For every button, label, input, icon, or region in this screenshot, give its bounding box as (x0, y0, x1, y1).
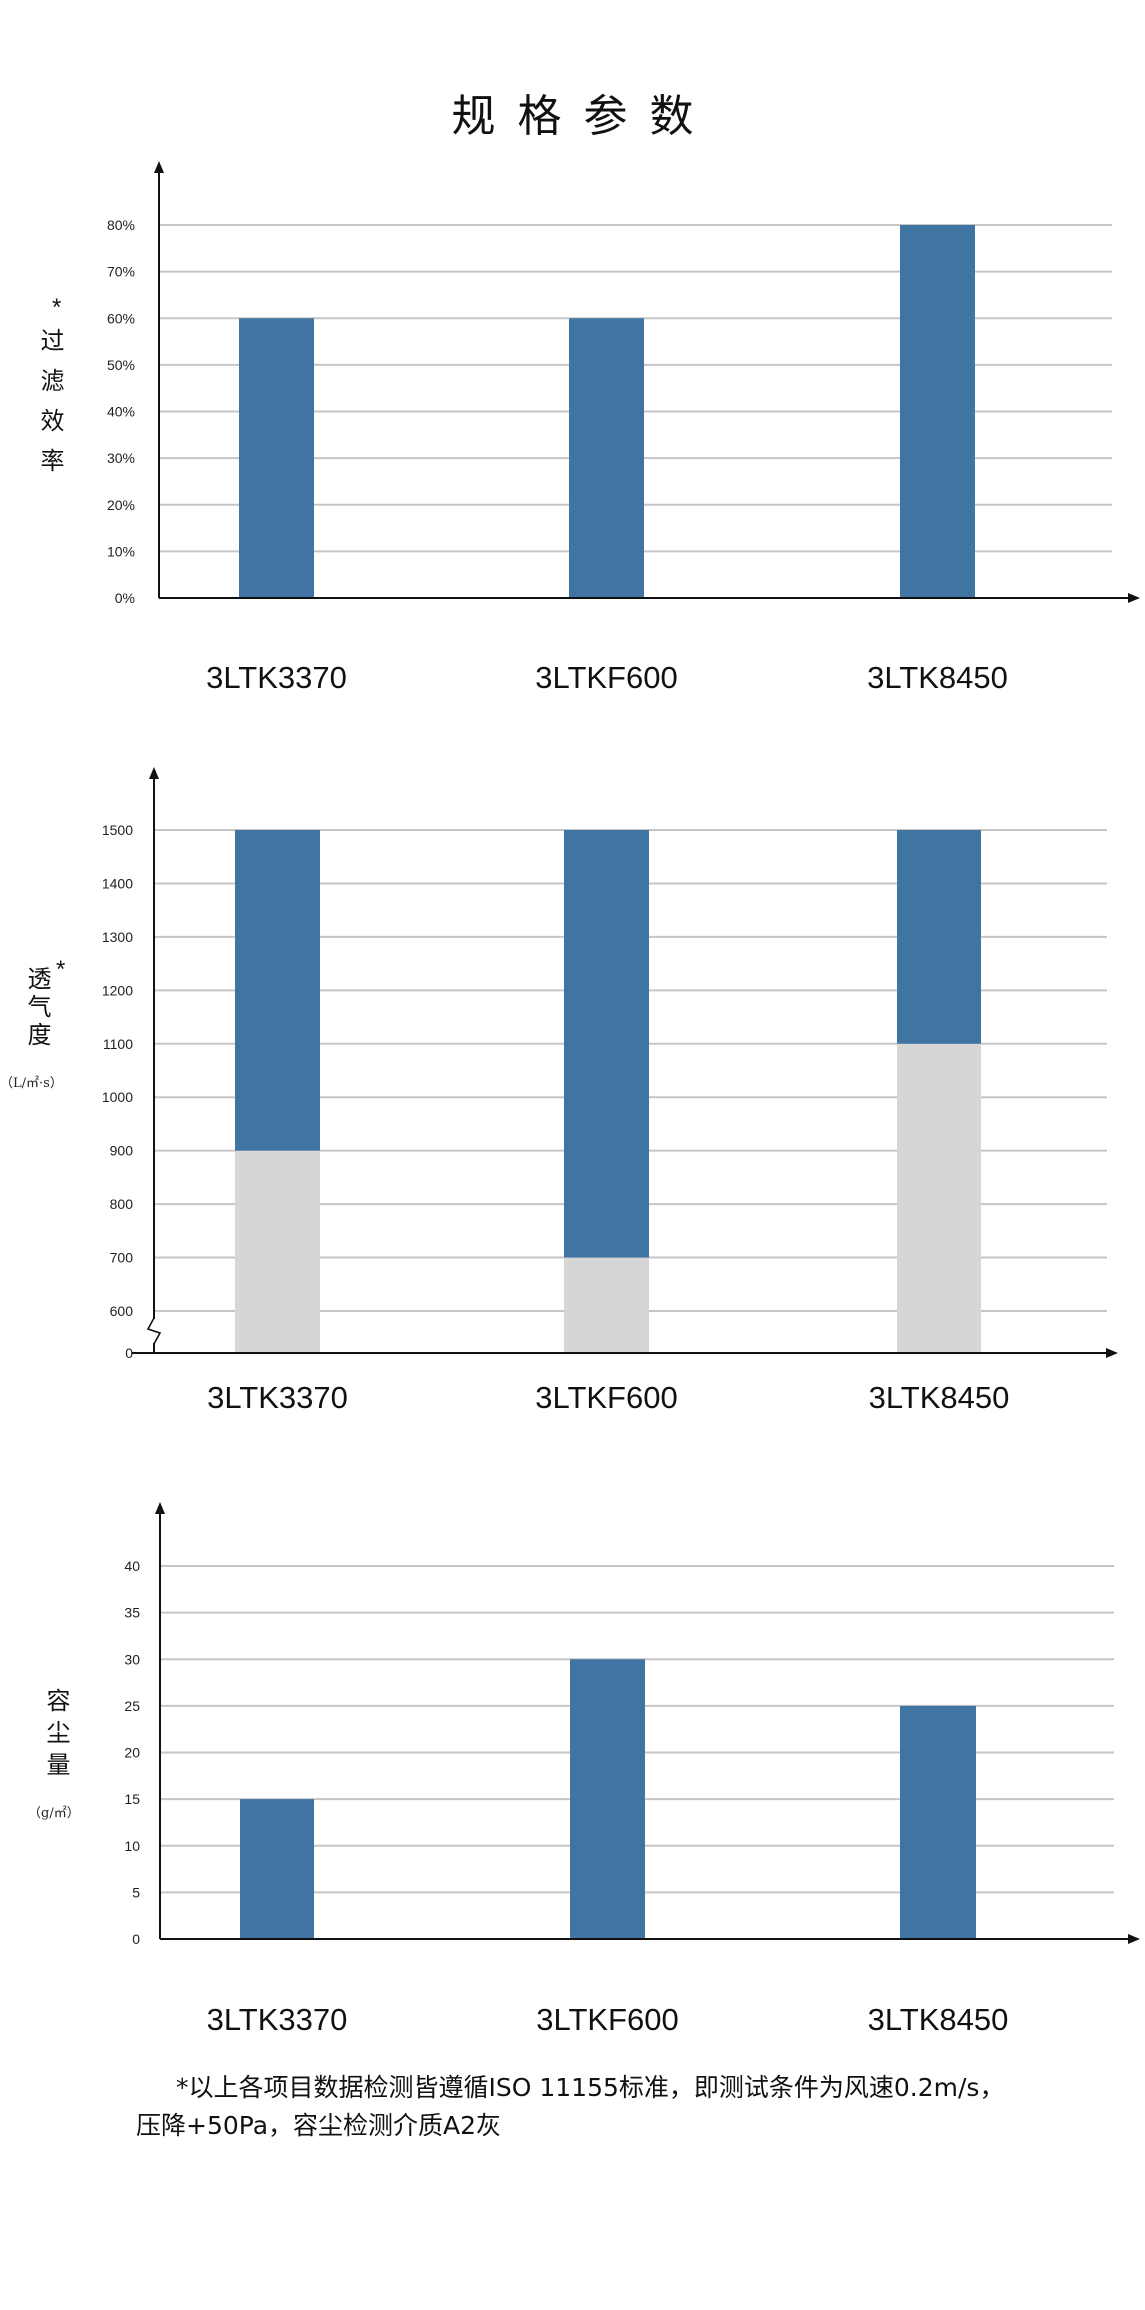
y-tick-label: 30 (124, 1651, 140, 1667)
y-tick-label: 900 (110, 1143, 134, 1159)
x-axis-arrow-icon (1106, 1348, 1118, 1358)
y-tick-label: 15 (124, 1791, 140, 1807)
bar (570, 1659, 645, 1939)
y-tick-label: 0% (115, 590, 135, 606)
bar-range-segment (564, 830, 649, 1258)
ylabel-mark-permeability: * (56, 956, 66, 983)
y-tick-label: 50% (107, 357, 135, 373)
bar-min-segment (564, 1257, 649, 1353)
y-tick-label: 1000 (102, 1089, 133, 1105)
x-category-label: 3LTKF600 (536, 2002, 678, 2037)
y-axis-arrow-icon (149, 767, 159, 779)
y-tick-label: 20% (107, 497, 135, 513)
ylabel-mark-efficiency: * (52, 294, 62, 321)
x-category-label: 3LTKF600 (535, 660, 677, 695)
ylabel-dust-capacity: 容尘量 (42, 1688, 70, 1784)
bar (239, 318, 314, 598)
y-tick-label: 35 (124, 1605, 140, 1621)
y-tick-label: 10 (124, 1838, 140, 1854)
bar-min-segment (897, 1043, 981, 1353)
x-axis-arrow-icon (1128, 593, 1140, 603)
x-category-label: 3LTK3370 (207, 2002, 348, 2037)
bar-min-segment (235, 1150, 320, 1353)
x-category-label: 3LTKF600 (535, 1380, 677, 1415)
bar (569, 318, 644, 598)
y-tick-label: 25 (124, 1698, 140, 1714)
y-axis-arrow-icon (155, 1502, 165, 1514)
y-tick-label: 10% (107, 543, 135, 559)
y-tick-label: 0 (125, 1345, 133, 1361)
ylabel-permeability: 透气度 (23, 966, 51, 1050)
footnote-line-2: 压降+50Pa，容尘检测介质A2灰 (136, 2111, 502, 2140)
y-tick-label: 700 (110, 1250, 134, 1266)
yunit-dust-capacity: （g/㎡） (28, 1806, 80, 1821)
y-tick-label: 0 (132, 1931, 140, 1947)
bar-range-segment (235, 830, 320, 1151)
y-tick-label: 80% (107, 217, 135, 233)
bar (900, 225, 975, 598)
x-category-label: 3LTK3370 (206, 660, 347, 695)
y-tick-label: 70% (107, 264, 135, 280)
x-axis-arrow-icon (1128, 1934, 1140, 1944)
y-tick-label: 1300 (102, 929, 133, 945)
y-tick-label: 1100 (103, 1036, 133, 1052)
x-category-label: 3LTK8450 (869, 1380, 1010, 1415)
bar (240, 1799, 314, 1939)
bar-range-segment (897, 830, 981, 1044)
y-tick-label: 800 (110, 1196, 134, 1212)
bar (900, 1705, 976, 1939)
y-tick-label: 40% (107, 404, 135, 420)
page-title: 规格参数 (451, 91, 716, 142)
ylabel-efficiency: 过滤效率 (36, 328, 64, 488)
x-category-label: 3LTK8450 (867, 660, 1008, 695)
y-tick-label: 40 (124, 1558, 140, 1574)
y-tick-label: 1200 (102, 982, 133, 998)
y-tick-label: 1500 (102, 822, 133, 838)
y-tick-label: 30% (107, 450, 135, 466)
yunit-permeability: （L/㎡·s） (0, 1076, 63, 1091)
x-category-label: 3LTK8450 (868, 2002, 1009, 2037)
y-tick-label: 5 (132, 1884, 140, 1900)
y-axis-arrow-icon (154, 161, 164, 173)
y-tick-label: 1400 (102, 875, 133, 891)
y-tick-label: 20 (124, 1745, 140, 1761)
y-tick-label: 600 (110, 1303, 134, 1319)
footnote-line-1: *以上各项目数据检测皆遵循ISO 11155标准，即测试条件为风速0.2m/s， (176, 2073, 1005, 2102)
y-tick-label: 60% (107, 310, 135, 326)
axis-break-icon (146, 1317, 162, 1345)
x-category-label: 3LTK3370 (207, 1380, 348, 1415)
